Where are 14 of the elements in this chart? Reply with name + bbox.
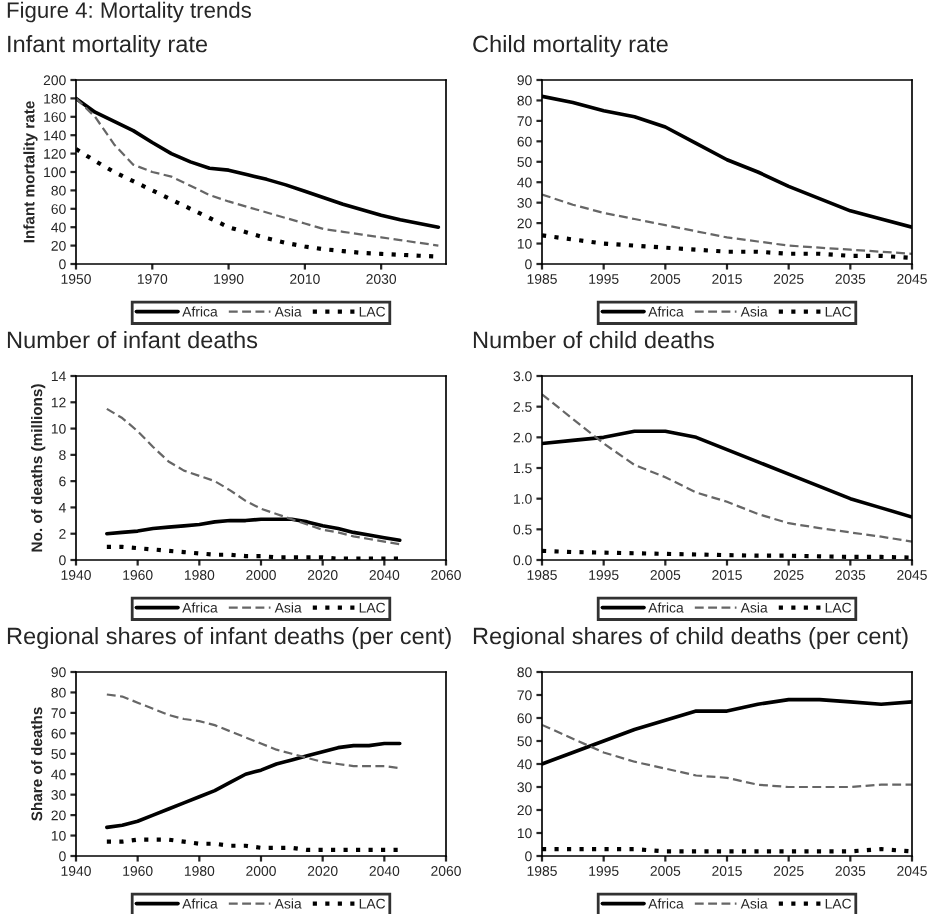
chart-title: Number of infant deaths <box>7 330 258 349</box>
line-series <box>105 407 401 546</box>
line-series <box>542 193 912 255</box>
chart-title: Regional shares of child deaths (per cent) <box>473 626 908 650</box>
chart-title: Infant mortality rate <box>8 35 208 57</box>
caption: Figure 4: Mortality trends <box>7 1 251 23</box>
chart-title: Child mortality rate <box>473 35 668 57</box>
line-series <box>542 723 912 789</box>
chart-title: Number of child deaths <box>473 330 714 349</box>
line-series <box>542 393 912 543</box>
line-series <box>105 517 402 543</box>
chart-title: Regional shares of infant deaths (per cent) <box>7 626 451 650</box>
line-series <box>105 741 402 830</box>
line-series <box>105 693 401 770</box>
